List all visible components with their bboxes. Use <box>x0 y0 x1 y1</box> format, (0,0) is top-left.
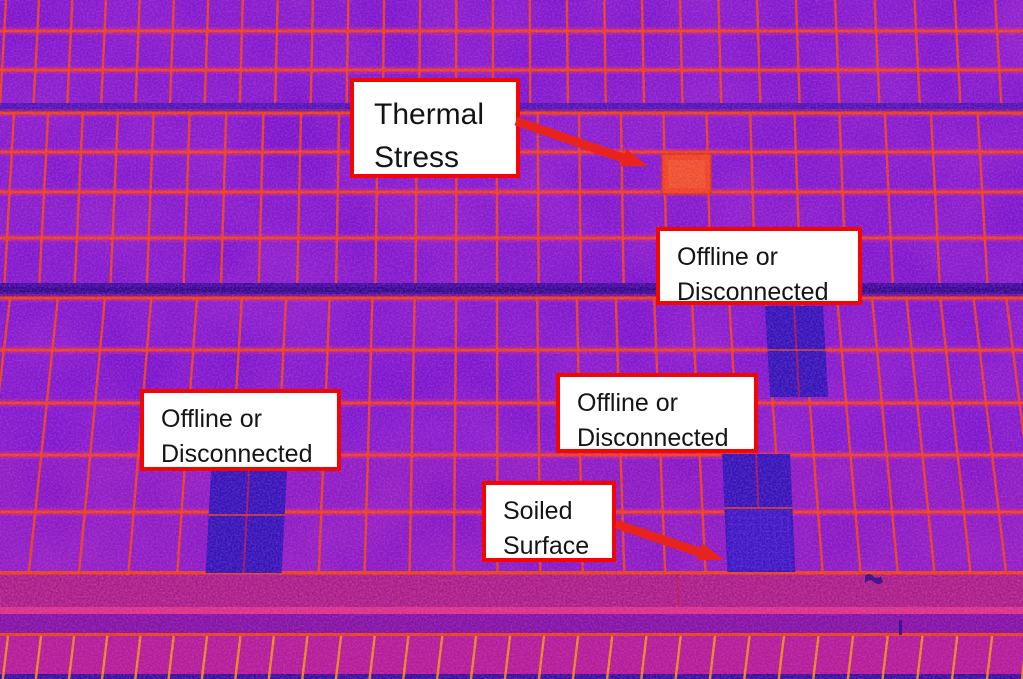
annotation-text-line: Surface <box>503 531 590 560</box>
annotation-offline-left: Offline or Disconnected <box>140 389 341 471</box>
annotation-text-line: Thermal <box>374 98 485 131</box>
annotation-text-line: Offline or <box>161 405 262 433</box>
annotation-thermal-stress: Thermal Stress <box>350 78 520 178</box>
annotation-soiled-surface: Soiled Surface <box>482 481 616 562</box>
annotation-offline-top-right: Offline or Disconnected <box>656 227 862 306</box>
annotation-text-line: Stress <box>374 140 460 174</box>
annotation-text-line: Offline or <box>577 389 678 417</box>
annotation-text-line: Soiled <box>503 497 573 525</box>
annotation-text-line: Disconnected <box>577 423 729 452</box>
annotation-text-line: Disconnected <box>161 439 313 468</box>
annotation-text-line: Disconnected <box>677 277 829 306</box>
annotation-text-line: Offline or <box>677 243 778 271</box>
ground-marks <box>865 574 902 635</box>
annotation-offline-middle: Offline or Disconnected <box>556 373 758 453</box>
